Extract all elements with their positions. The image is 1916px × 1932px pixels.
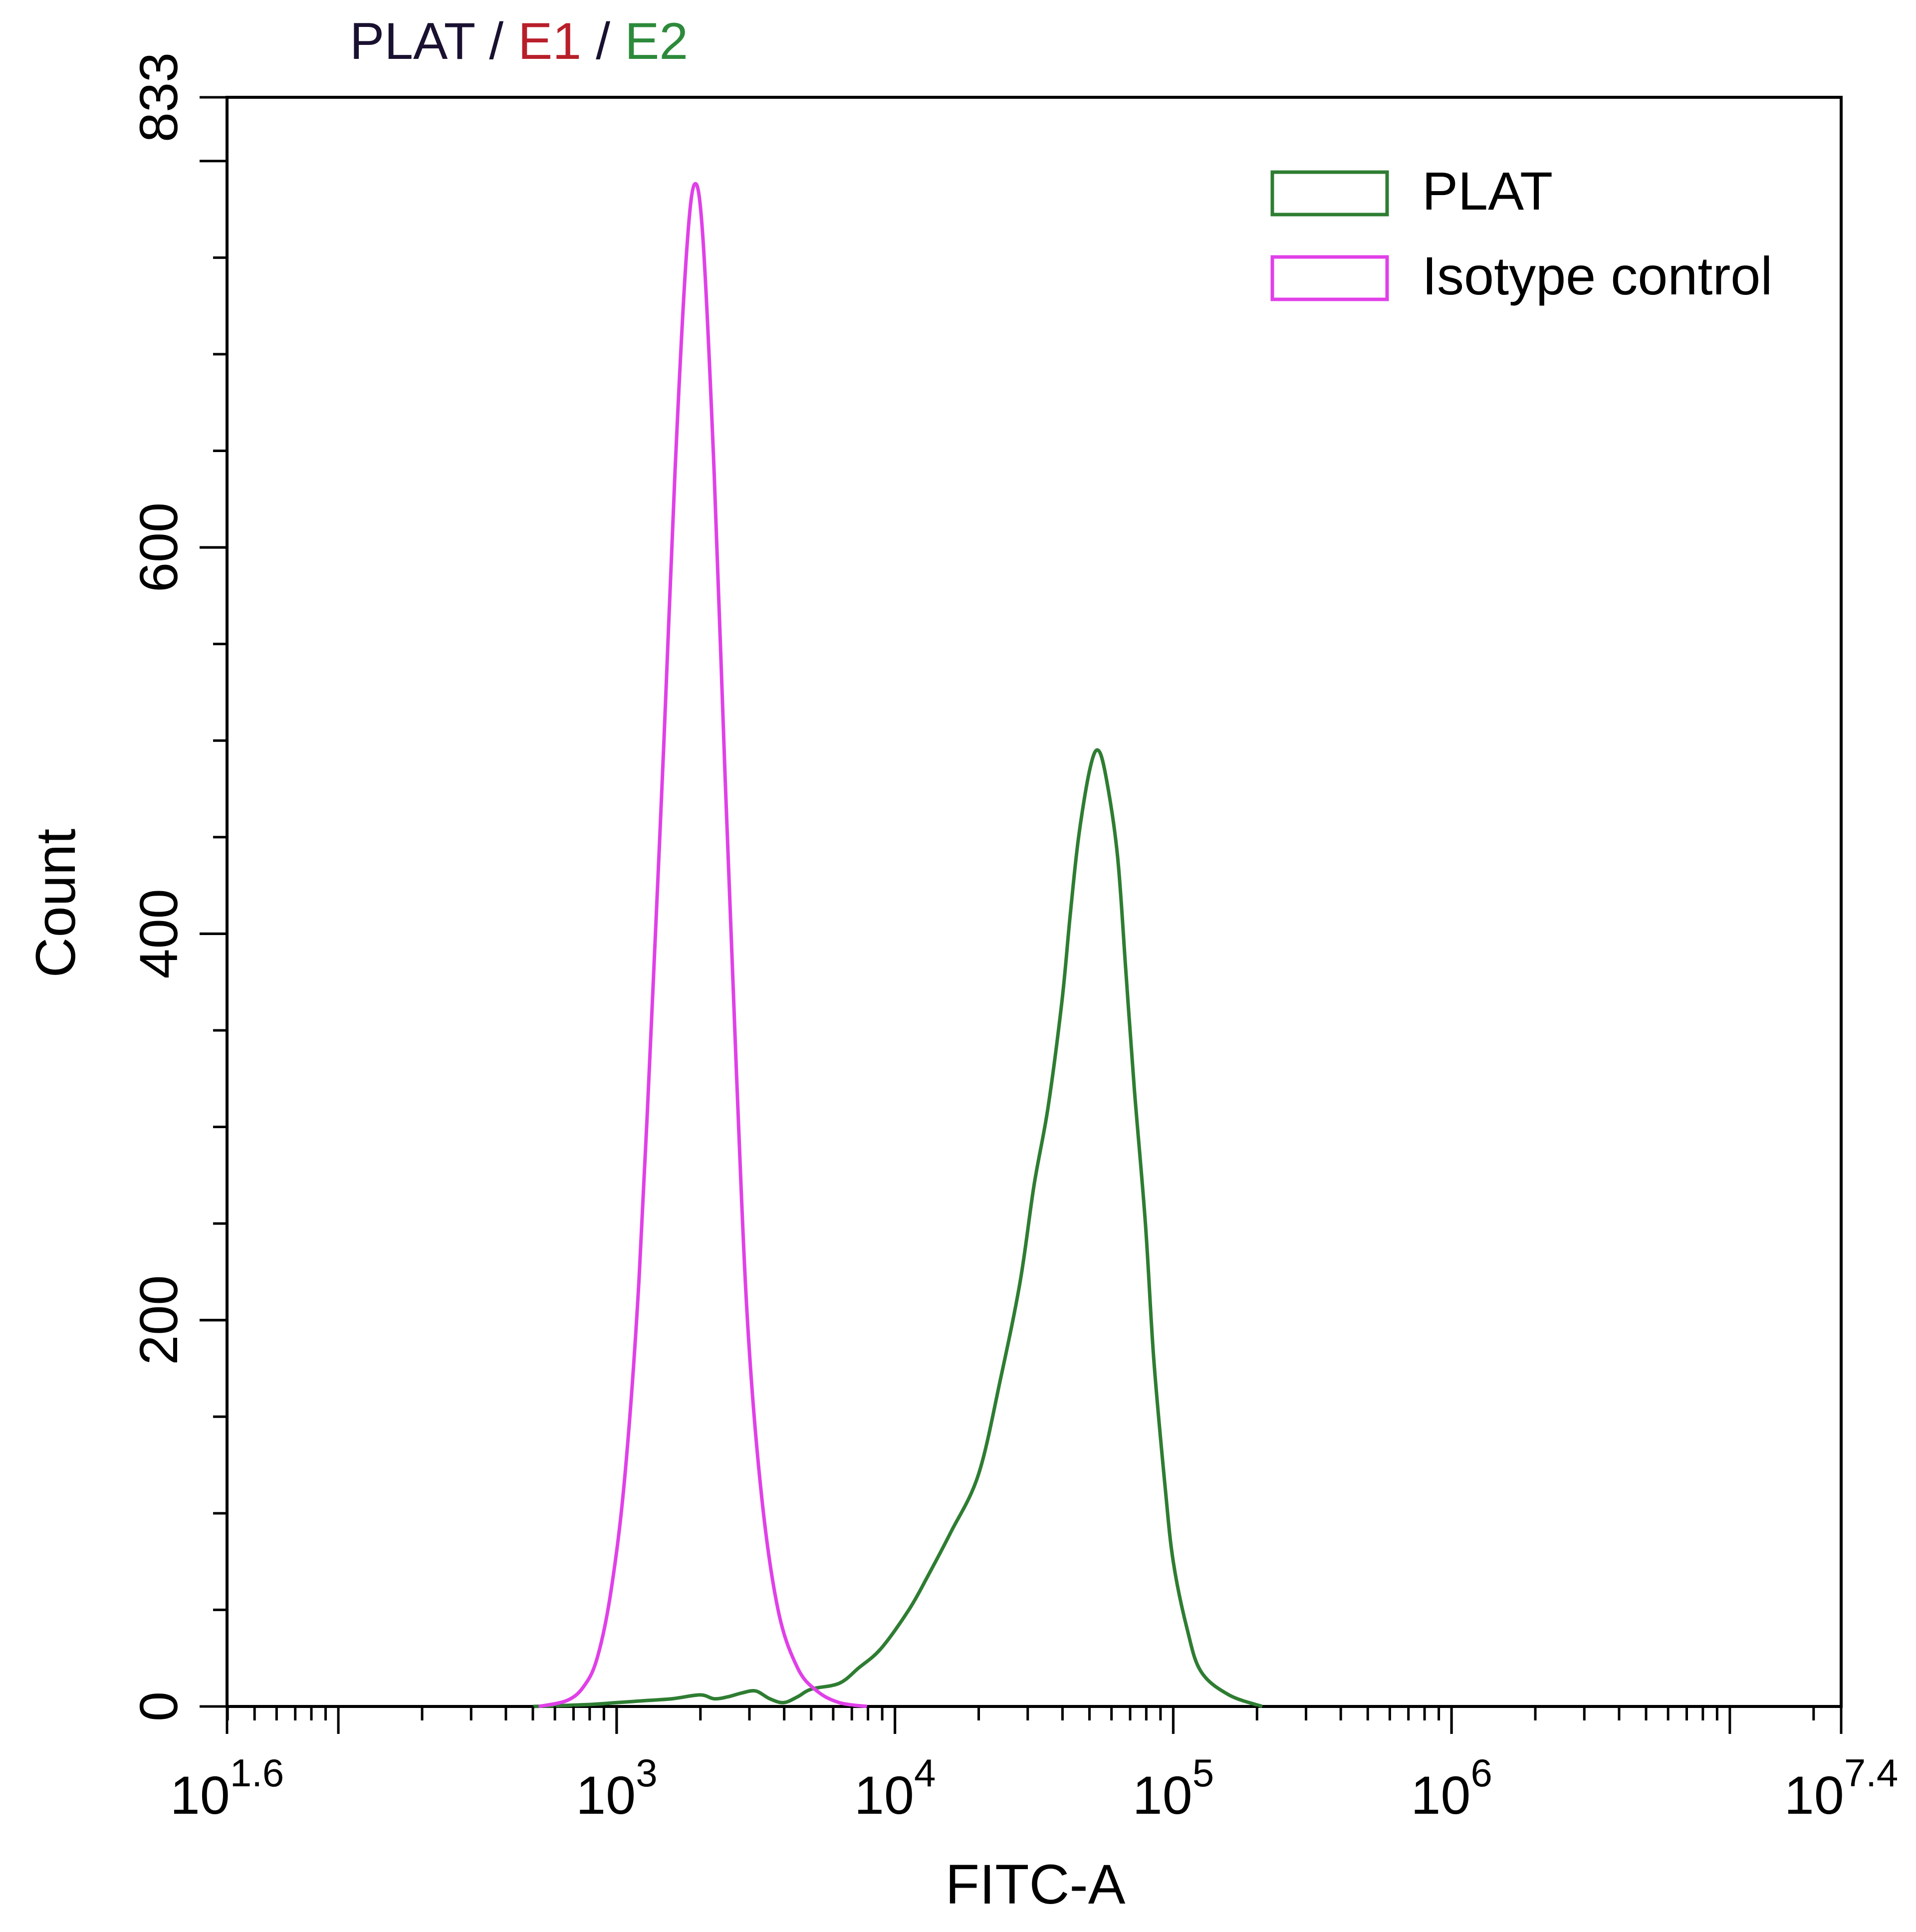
title-part: E1 bbox=[518, 12, 581, 70]
plot-frame bbox=[226, 96, 1843, 1708]
legend-swatch bbox=[1270, 255, 1389, 301]
chart-title: PLAT / E1 / E2 bbox=[350, 12, 688, 70]
series-line-isotype-control bbox=[538, 182, 868, 1708]
y-axis: 0 200 400 600 833 bbox=[128, 52, 227, 1721]
y-tick-label: 400 bbox=[128, 889, 189, 978]
y-axis-label: Count bbox=[24, 829, 87, 978]
series-line-plat bbox=[533, 748, 1263, 1708]
plot-area bbox=[226, 96, 1843, 1708]
legend-swatch bbox=[1270, 170, 1389, 217]
title-part: PLAT bbox=[350, 12, 475, 70]
x-axis: 101.6 103 104 105 106 107.4 bbox=[170, 1706, 1899, 1825]
title-part: / bbox=[475, 12, 518, 70]
x-tick-label: 104 bbox=[854, 1751, 936, 1825]
y-tick-label: 833 bbox=[128, 52, 189, 142]
x-tick-label: 107.4 bbox=[1784, 1751, 1899, 1825]
x-tick-label: 105 bbox=[1133, 1751, 1214, 1825]
title-part: E2 bbox=[625, 12, 688, 70]
title-part: / bbox=[581, 12, 625, 70]
series-layer bbox=[533, 182, 1263, 1708]
x-tick-label: 106 bbox=[1411, 1751, 1492, 1825]
x-axis-label: FITC-A bbox=[946, 1853, 1126, 1916]
y-tick-label: 600 bbox=[128, 502, 189, 592]
x-tick-label: 101.6 bbox=[170, 1751, 284, 1825]
legend-label: Isotype control bbox=[1422, 245, 1772, 306]
y-tick-label: 200 bbox=[128, 1275, 189, 1365]
legend-label: PLAT bbox=[1422, 161, 1553, 221]
y-tick-label: 0 bbox=[128, 1691, 189, 1721]
x-tick-label: 103 bbox=[576, 1751, 658, 1825]
legend: PLAT Isotype control bbox=[1270, 161, 1772, 306]
